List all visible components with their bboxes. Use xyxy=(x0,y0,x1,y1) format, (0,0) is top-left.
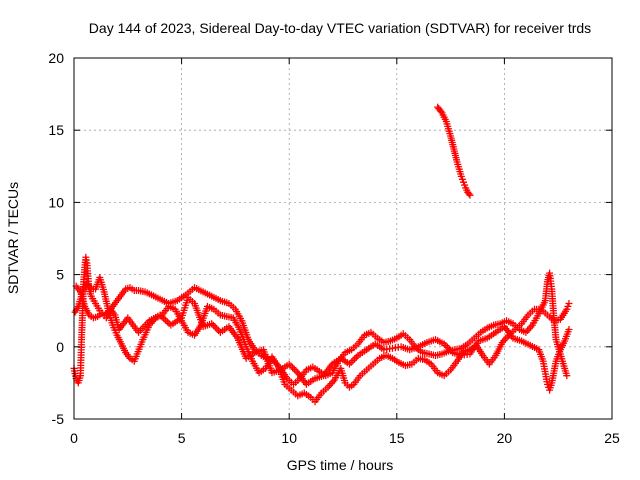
x-tick-label: 15 xyxy=(389,430,405,446)
data-point-trace-d xyxy=(465,190,473,198)
plot-frame xyxy=(73,57,613,420)
grid-lines xyxy=(74,58,612,419)
data-point-trace-c xyxy=(292,367,300,375)
data-point-trace-d xyxy=(466,191,474,199)
x-tick-label: 0 xyxy=(70,430,78,446)
data-point-trace-c xyxy=(290,365,298,373)
x-tick-label: 10 xyxy=(281,430,297,446)
data-point-trace-c xyxy=(347,358,355,366)
x-axis-label: GPS time / hours xyxy=(287,457,394,473)
x-tick-label: 20 xyxy=(497,430,513,446)
data-point-trace-c xyxy=(209,321,217,329)
x-tick-label: 25 xyxy=(604,430,620,446)
chart-title: Day 144 of 2023, Sidereal Day-to-day VTE… xyxy=(89,20,591,36)
x-tick-label: 5 xyxy=(178,430,186,446)
data-point-trace-c xyxy=(565,325,573,333)
data-point-trace-c xyxy=(352,353,360,361)
y-tick-label: 5 xyxy=(56,267,64,283)
data-point-trace-c xyxy=(351,355,359,363)
y-tick-label: 15 xyxy=(48,122,64,138)
data-point-trace-b xyxy=(565,299,573,307)
data-point-trace-a xyxy=(563,372,571,380)
y-tick-label: -5 xyxy=(52,411,65,427)
y-tick-label: 10 xyxy=(48,194,64,210)
data-points xyxy=(70,103,573,406)
axis-ticks: 0 5 10 15 20 25 -5 0 5 10 15 20 xyxy=(48,50,620,446)
y-axis-label: SDTVAR / TECUs xyxy=(5,182,21,294)
y-tick-label: 0 xyxy=(56,339,64,355)
y-tick-label: 20 xyxy=(48,50,64,66)
data-point-trace-c xyxy=(161,316,169,324)
data-point-trace-c xyxy=(287,362,295,370)
data-point-trace-d xyxy=(437,107,445,115)
